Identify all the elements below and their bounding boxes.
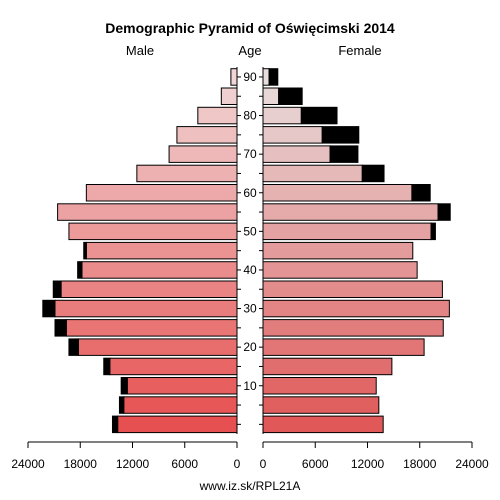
female-bar-40-44 xyxy=(262,261,418,279)
male-bar-45-49 xyxy=(85,241,238,260)
x-tick-label-left: 0 xyxy=(234,457,241,471)
female-bar-30-34 xyxy=(262,299,450,318)
x-tick-label-left: 6000 xyxy=(171,457,198,471)
age-tick-label: 60 xyxy=(243,186,257,200)
x-tick-label-right: 18000 xyxy=(403,457,437,471)
axes: 10 20 30 40 50 60 70 80 90 24000 18000 12000 6000 0 0 6… xyxy=(11,67,489,471)
male-bar-40-44 xyxy=(81,261,238,279)
age-tick-label: 90 xyxy=(243,70,257,84)
male-bar-70-74 xyxy=(168,145,238,163)
female-surplus-75-79 xyxy=(321,126,360,144)
female-bar-65-69 xyxy=(262,164,363,183)
female-surplus-85-89 xyxy=(278,87,303,105)
female-surplus-60-64 xyxy=(411,184,431,202)
female-bar-50-54 xyxy=(262,222,432,241)
male-surplus-5-9 xyxy=(118,396,125,414)
male-surplus-40-44 xyxy=(77,261,83,279)
age-tick-label: 70 xyxy=(243,147,257,161)
x-tick-label-right: 24000 xyxy=(455,457,489,471)
male-bar-25-29 xyxy=(65,319,238,337)
source-label: www.iz.sk/RPL21A xyxy=(199,479,301,493)
female-bar-60-64 xyxy=(262,184,413,202)
male-label: Male xyxy=(126,43,154,58)
female-surplus-70-74 xyxy=(329,145,359,163)
female-bar-25-29 xyxy=(262,319,444,337)
female-bars xyxy=(262,68,451,434)
male-bar-80-84 xyxy=(197,106,238,125)
age-tick-label: 40 xyxy=(243,263,257,277)
male-bar-35-39 xyxy=(60,280,238,298)
male-bar-20-24 xyxy=(78,338,238,356)
x-tick-label-right: 0 xyxy=(260,457,267,471)
age-tick-label: 10 xyxy=(243,379,257,393)
female-bar-90+ xyxy=(262,68,270,86)
female-bar-0-4 xyxy=(262,415,384,434)
female-surplus-50-54 xyxy=(430,222,436,241)
age-tick-label: 50 xyxy=(243,224,257,238)
female-bar-75-79 xyxy=(262,126,323,144)
female-bar-5-9 xyxy=(262,396,380,414)
male-bar-55-59 xyxy=(57,203,238,221)
age-tick-label: 20 xyxy=(243,340,257,354)
male-bar-30-34 xyxy=(54,299,238,318)
male-surplus-45-49 xyxy=(83,241,87,260)
female-surplus-80-84 xyxy=(300,106,338,125)
male-surplus-10-14 xyxy=(120,377,128,395)
female-surplus-65-69 xyxy=(361,164,385,183)
male-bar-75-79 xyxy=(176,126,238,144)
female-bar-80-84 xyxy=(262,106,302,125)
male-bar-50-54 xyxy=(68,222,238,241)
male-bar-90+ xyxy=(230,68,238,86)
male-bar-85-89 xyxy=(220,87,238,105)
male-surplus-35-39 xyxy=(52,280,62,298)
female-bar-55-59 xyxy=(262,203,439,221)
age-label: Age xyxy=(238,43,261,58)
female-label: Female xyxy=(338,43,381,58)
female-bar-35-39 xyxy=(262,280,443,298)
female-bar-70-74 xyxy=(262,145,331,163)
male-bar-65-69 xyxy=(136,164,238,183)
male-bars xyxy=(42,68,238,434)
x-tick-label-right: 6000 xyxy=(302,457,329,471)
chart-title: Demographic Pyramid of Oświęcimski 2014 xyxy=(105,20,395,36)
male-bar-0-4 xyxy=(117,415,238,434)
male-bar-15-19 xyxy=(109,357,238,376)
male-surplus-30-34 xyxy=(42,299,56,318)
female-bar-10-14 xyxy=(262,377,377,395)
x-tick-label-right: 12000 xyxy=(351,457,385,471)
x-tick-label-left: 18000 xyxy=(64,457,98,471)
male-surplus-15-19 xyxy=(103,357,111,376)
age-tick-label: 30 xyxy=(243,302,257,316)
female-bar-20-24 xyxy=(262,338,425,356)
female-bar-85-89 xyxy=(262,87,280,105)
female-surplus-90+ xyxy=(268,68,279,86)
female-bar-15-19 xyxy=(262,357,393,376)
male-bar-10-14 xyxy=(126,377,238,395)
female-bar-45-49 xyxy=(262,241,414,260)
x-tick-label-left: 24000 xyxy=(11,457,45,471)
male-surplus-25-29 xyxy=(54,319,67,337)
female-surplus-55-59 xyxy=(437,203,451,221)
x-tick-label-left: 12000 xyxy=(116,457,150,471)
age-tick-label: 80 xyxy=(243,109,257,123)
male-surplus-20-24 xyxy=(68,338,80,356)
male-surplus-0-4 xyxy=(111,415,119,434)
male-bar-5-9 xyxy=(123,396,238,414)
male-bar-60-64 xyxy=(85,184,238,202)
